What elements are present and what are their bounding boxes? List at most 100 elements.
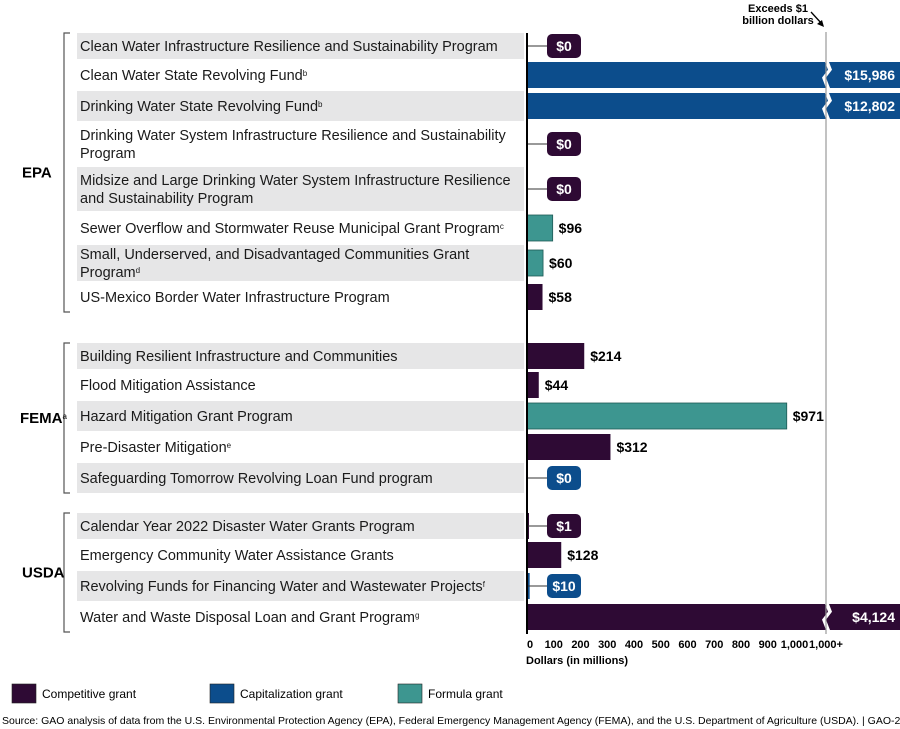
bar-value-label: $312 bbox=[616, 439, 647, 455]
bar bbox=[527, 372, 539, 398]
value-callout bbox=[547, 177, 581, 201]
bar bbox=[526, 214, 554, 242]
program-label: Revolving Funds for Financing Water and … bbox=[80, 579, 486, 595]
program-label: Flood Mitigation Assistance bbox=[80, 378, 256, 394]
bar-value-label: $128 bbox=[567, 547, 598, 563]
source-note: Source: GAO analysis of data from the U.… bbox=[2, 715, 900, 727]
program-label: Hazard Mitigation Grant Program bbox=[80, 409, 293, 425]
x-axis-title: Dollars (in millions) bbox=[526, 655, 628, 667]
program-label: Program bbox=[80, 146, 136, 162]
legend-label: Capitalization grant bbox=[240, 687, 343, 701]
row-backgrounds bbox=[77, 33, 524, 601]
agency-bracket bbox=[63, 512, 70, 633]
footnote-marker: e bbox=[227, 441, 232, 450]
program-label: Clean Water Infrastructure Resilience an… bbox=[80, 39, 498, 55]
bar bbox=[527, 542, 562, 568]
bar-value-label: $214 bbox=[590, 348, 621, 364]
bar bbox=[527, 93, 900, 119]
program-label: Calendar Year 2022 Disaster Water Grants… bbox=[80, 519, 415, 535]
bar-value-label: $12,802 bbox=[844, 98, 895, 114]
x-tick-label: 200 bbox=[571, 639, 589, 651]
program-label: Building Resilient Infrastructure and Co… bbox=[80, 349, 398, 365]
x-tick-label: 700 bbox=[705, 639, 723, 651]
row-background bbox=[77, 571, 524, 601]
row-background bbox=[77, 167, 524, 211]
bar-value-label: $0 bbox=[556, 181, 572, 197]
agency-brackets: EPA FEMAa USDA bbox=[20, 32, 70, 633]
program-label: and Sustainability Program bbox=[80, 191, 253, 207]
footnote-marker: b bbox=[318, 100, 323, 109]
program-label: Clean Water State Revolving Fundb bbox=[80, 68, 308, 84]
bar-value-label: $0 bbox=[556, 470, 572, 486]
bar-break-marker bbox=[822, 93, 832, 119]
x-tick-label: 1,000 bbox=[781, 639, 809, 651]
program-label: Drinking Water State Revolving Fundb bbox=[80, 99, 323, 115]
program-label: US-Mexico Border Water Infrastructure Pr… bbox=[80, 290, 390, 306]
program-label: Water and Waste Disposal Loan and Grant … bbox=[80, 610, 419, 626]
bar-value-label: $60 bbox=[549, 255, 573, 271]
program-label: Drinking Water System Infrastructure Res… bbox=[80, 128, 507, 144]
program-label: Programd bbox=[80, 265, 140, 281]
program-label: Midsize and Large Drinking Water System … bbox=[80, 173, 511, 189]
footnote-marker: g bbox=[415, 611, 419, 620]
legend-label: Formula grant bbox=[428, 687, 503, 701]
x-tick-label: 900 bbox=[759, 639, 777, 651]
bar-value-label: $44 bbox=[545, 377, 569, 393]
row-background bbox=[77, 245, 524, 281]
bar-value-label: $96 bbox=[559, 220, 583, 236]
program-label: Sewer Overflow and Stormwater Reuse Muni… bbox=[80, 221, 504, 237]
legend-swatch bbox=[397, 683, 423, 704]
bar bbox=[526, 402, 788, 430]
legend-swatch bbox=[11, 683, 37, 704]
bar-value-label: $15,986 bbox=[844, 67, 895, 83]
x-tick-label: 400 bbox=[625, 639, 643, 651]
row-background bbox=[77, 463, 524, 493]
footnote-marker: f bbox=[483, 580, 486, 589]
break-note-line1: Exceeds $1 bbox=[748, 3, 808, 15]
bar bbox=[527, 343, 585, 369]
bar-value-label: $4,124 bbox=[852, 609, 895, 625]
footnote-marker: b bbox=[303, 69, 308, 78]
x-tick-label: 0 bbox=[527, 639, 533, 651]
program-label: Small, Underserved, and Disadvantaged Co… bbox=[80, 247, 469, 263]
value-callout bbox=[547, 514, 581, 538]
x-tick-label: 600 bbox=[678, 639, 696, 651]
program-label: Pre-Disaster Mitigatione bbox=[80, 440, 232, 456]
row-background bbox=[77, 513, 524, 539]
bar-value-label: $0 bbox=[556, 136, 572, 152]
break-note-line2: billion dollars bbox=[742, 15, 814, 27]
bar bbox=[527, 62, 900, 88]
break-note-arrow bbox=[810, 11, 824, 27]
footnote-marker: d bbox=[136, 266, 140, 275]
x-tick-label: 300 bbox=[598, 639, 616, 651]
legend-label: Competitive grant bbox=[42, 687, 137, 701]
bar-value-label: $1 bbox=[556, 518, 572, 534]
legend-swatch bbox=[209, 683, 235, 704]
x-tick-label: 1,000+ bbox=[809, 639, 843, 651]
value-callout bbox=[547, 574, 581, 598]
agency-bracket bbox=[63, 342, 70, 494]
agency-label: USDA bbox=[22, 565, 65, 582]
agency-label: EPA bbox=[22, 165, 52, 182]
row-background bbox=[77, 343, 524, 369]
bar-break-marker bbox=[822, 62, 832, 88]
row-background bbox=[77, 33, 524, 59]
program-labels: Clean Water Infrastructure Resilience an… bbox=[80, 39, 511, 626]
legend: Competitive grant Capitalization grant For… bbox=[11, 683, 503, 704]
row-background bbox=[77, 91, 524, 121]
agency-bracket bbox=[63, 32, 70, 313]
bar-value-label: $10 bbox=[552, 578, 576, 594]
bar-value-label: $58 bbox=[549, 289, 573, 305]
bars: $0 $15,986 $12,802 $0 $0 $96 $60 $58 $214 $44 $971… bbox=[526, 34, 900, 630]
bar-break-marker bbox=[822, 604, 832, 630]
bar bbox=[527, 434, 611, 460]
footnote-marker: c bbox=[500, 222, 504, 231]
program-label: Emergency Community Water Assistance Gra… bbox=[80, 548, 394, 564]
x-tick-label: 500 bbox=[652, 639, 670, 651]
x-axis: 0 100 200 300 400 500 600 700 800 900 1,000 1,000+ D… bbox=[526, 32, 843, 667]
value-callout bbox=[547, 466, 581, 490]
agency-label: FEMAa bbox=[20, 410, 68, 427]
x-tick-label: 800 bbox=[732, 639, 750, 651]
x-tick-label: 100 bbox=[545, 639, 563, 651]
